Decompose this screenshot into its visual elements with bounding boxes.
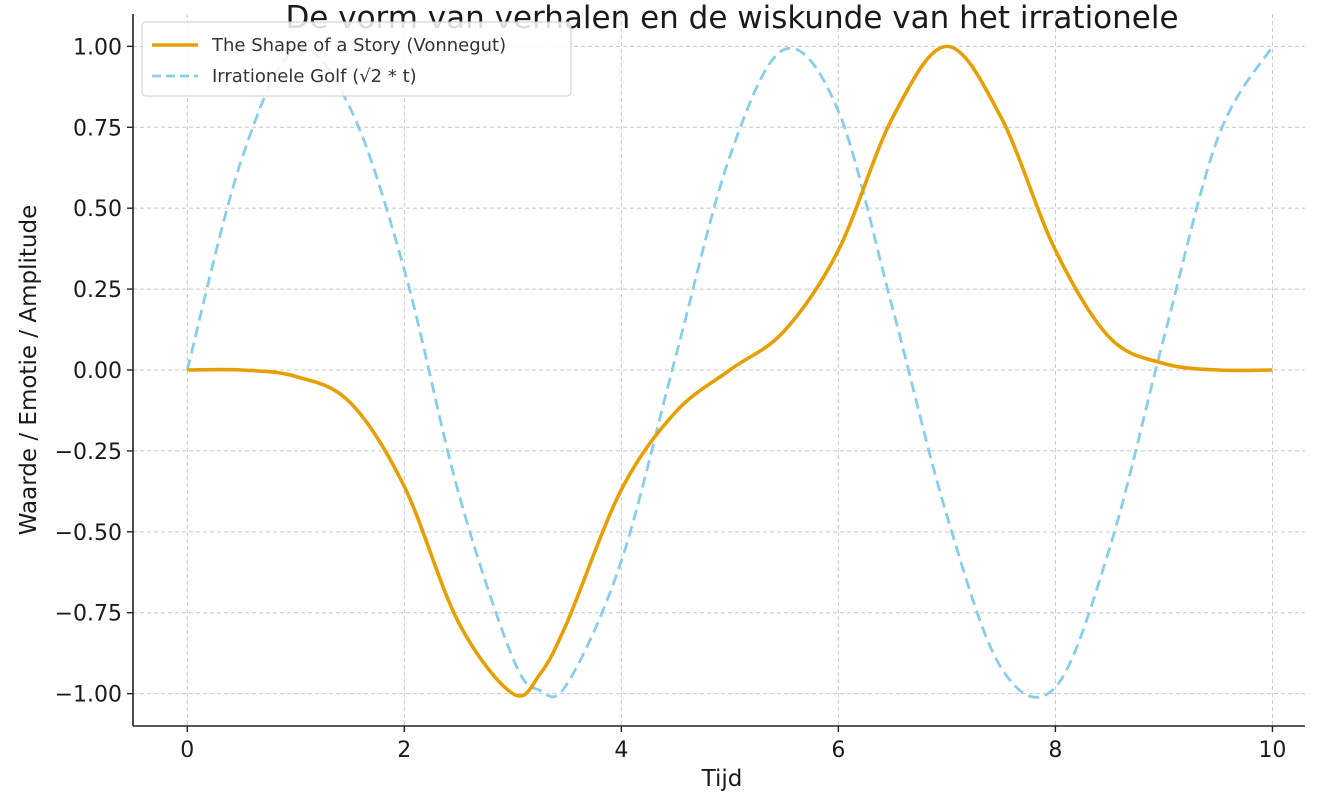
ticks: 0 2 4 6 8 10 −1.00 −0.75 −0.50 −0.25 0.00 0.25 0.50 0… <box>55 35 1287 763</box>
y-tick-label: −0.75 <box>55 602 122 627</box>
x-tick-label: 4 <box>614 738 628 763</box>
y-tick-label: 0.00 <box>73 359 122 384</box>
legend: The Shape of a Story (Vonnegut) Irration… <box>141 21 572 97</box>
series-line-story <box>187 44 1273 698</box>
x-axis-title: Tijd <box>701 766 743 792</box>
x-tick-label: 6 <box>831 738 845 763</box>
x-tick-label: 0 <box>180 738 194 763</box>
x-tick-label: 2 <box>397 738 411 763</box>
legend-label-story: The Shape of a Story (Vonnegut) <box>211 35 506 56</box>
y-tick-label: 1.00 <box>73 35 122 60</box>
y-tick-label: −0.50 <box>55 521 122 546</box>
x-tick-label: 8 <box>1048 738 1062 763</box>
y-tick-label: 0.50 <box>73 197 122 222</box>
y-tick-label: 0.75 <box>73 116 122 141</box>
y-tick-label: −1.00 <box>55 683 122 708</box>
y-axis-title: Waarde / Emotie / Amplitude <box>16 205 42 535</box>
grid <box>133 14 1305 726</box>
y-tick-label: −0.25 <box>55 440 122 465</box>
x-tick-label: 10 <box>1258 738 1286 763</box>
legend-box <box>141 21 572 97</box>
legend-label-irrational-wave: Irrationele Golf (√2 * t) <box>212 66 417 87</box>
series-group <box>185 44 1274 699</box>
y-tick-label: 0.25 <box>73 278 122 303</box>
series-line-irrational-wave <box>185 45 1274 699</box>
